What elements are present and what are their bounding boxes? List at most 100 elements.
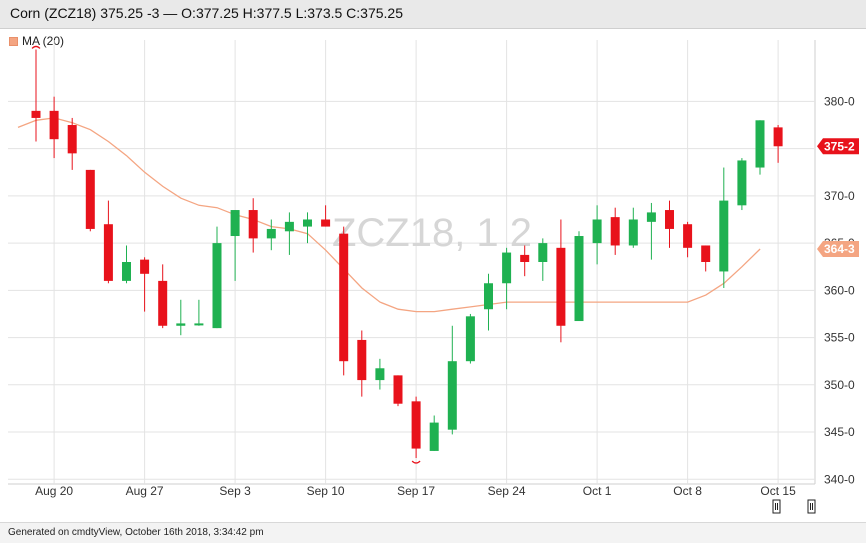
scroll-handles[interactable] [772, 499, 816, 514]
candle [212, 226, 222, 329]
candle [502, 247, 512, 310]
candle [230, 210, 240, 281]
chart-header: Corn (ZCZ18) 375.25 -3 — O:377.25 H:377.… [0, 0, 866, 29]
candle [339, 226, 349, 376]
candle-body [67, 125, 77, 154]
scroll-handle[interactable] [807, 499, 816, 514]
x-axis: Aug 20 Aug 27 Sep 3 Sep 10 Sep 17 Sep 24 Oct 1… [35, 484, 796, 498]
candle-body [665, 210, 674, 229]
candle [49, 96, 59, 159]
candle [122, 245, 131, 284]
candle [683, 221, 693, 258]
candle-body [610, 217, 620, 246]
x-tick-label: Sep 17 [397, 484, 435, 498]
candle [284, 212, 294, 255]
y-tick-label: 350-0 [824, 378, 855, 392]
candle-body [465, 316, 475, 362]
candle-body [646, 212, 656, 222]
candle [556, 219, 566, 343]
candle [719, 167, 729, 288]
candle [158, 264, 168, 329]
quote-summary: Corn (ZCZ18) 375.25 -3 — O:377.25 H:377.… [10, 5, 404, 21]
candle-body [176, 323, 186, 326]
candle-body [737, 160, 747, 206]
candle [321, 205, 331, 227]
candle-body [538, 243, 548, 262]
candle-body [49, 110, 59, 140]
price-tags: 375-2 364-3 [817, 138, 859, 258]
candle-body [357, 339, 367, 381]
candle-body [755, 120, 765, 168]
candle [574, 231, 584, 322]
candle-body [574, 236, 584, 322]
generated-timestamp: Generated on cmdtyView, October 16th 201… [8, 527, 264, 538]
y-tick-label: 360-0 [824, 283, 855, 297]
y-tick-label: 345-0 [824, 425, 855, 439]
candle-body [321, 219, 331, 227]
candle [303, 212, 312, 244]
candle-body [556, 247, 566, 326]
candle-body [284, 221, 294, 232]
candle [194, 299, 204, 326]
candle-body [339, 233, 349, 362]
y-tick-label: 355-0 [824, 331, 855, 345]
candle [103, 200, 113, 284]
price-tag: 364-3 [817, 241, 859, 258]
candle-body [773, 127, 783, 147]
candle [628, 207, 638, 248]
x-tick-label: Oct 1 [583, 484, 612, 498]
high-marker [31, 45, 41, 49]
candle [176, 299, 186, 336]
candle-body [85, 169, 95, 229]
price-tag-label: 364-3 [824, 242, 855, 256]
y-tick-label: 340-0 [824, 472, 855, 486]
candle [465, 313, 475, 364]
symbol-watermark: ZCZ18, 1 2 [332, 211, 532, 255]
candle-body [719, 200, 729, 272]
x-tick-label: Aug 27 [126, 484, 164, 498]
candlestick-chart[interactable]: ZCZ18, 1 2 340-0345-0350-0355-0360-0365-… [0, 0, 866, 522]
candle [773, 125, 783, 163]
candle [248, 198, 258, 253]
candle-body [230, 210, 240, 237]
candle [538, 238, 548, 281]
candle-body [701, 245, 711, 262]
legend[interactable]: MA (20) [9, 34, 64, 48]
candle-body [502, 252, 512, 284]
scroll-handle-box [807, 499, 816, 514]
candle [393, 375, 403, 407]
price-tag-label: 375-2 [824, 139, 855, 153]
ma-legend-label: MA (20) [22, 34, 65, 48]
candle-body [683, 224, 693, 248]
candle-body [628, 219, 638, 246]
candle-body [31, 110, 41, 118]
candle-body [429, 422, 439, 451]
x-tick-label: Oct 8 [673, 484, 702, 498]
candle [31, 49, 41, 142]
candle [592, 205, 602, 265]
y-tick-label: 370-0 [824, 189, 855, 203]
x-tick-label: Sep 24 [488, 484, 526, 498]
candle-body [122, 262, 131, 281]
candle [755, 120, 765, 175]
candle-body [592, 219, 602, 244]
candle [266, 219, 276, 251]
candle [610, 207, 620, 255]
x-tick-label: Sep 3 [219, 484, 251, 498]
candle-body [140, 259, 150, 274]
scroll-handle-box [772, 499, 781, 514]
candle-body [194, 323, 204, 326]
candles-layer [31, 45, 783, 464]
candle [701, 245, 711, 272]
ma-legend-swatch [9, 36, 18, 46]
candle [67, 117, 77, 170]
x-tick-label: Aug 20 [35, 484, 73, 498]
candle [665, 200, 674, 248]
x-tick-label: Sep 10 [307, 484, 345, 498]
candle [737, 158, 747, 211]
candle [520, 245, 530, 277]
low-marker [411, 460, 421, 464]
price-tag-background [817, 241, 859, 258]
price-tag-background [817, 138, 859, 155]
scroll-handle[interactable] [772, 499, 781, 514]
